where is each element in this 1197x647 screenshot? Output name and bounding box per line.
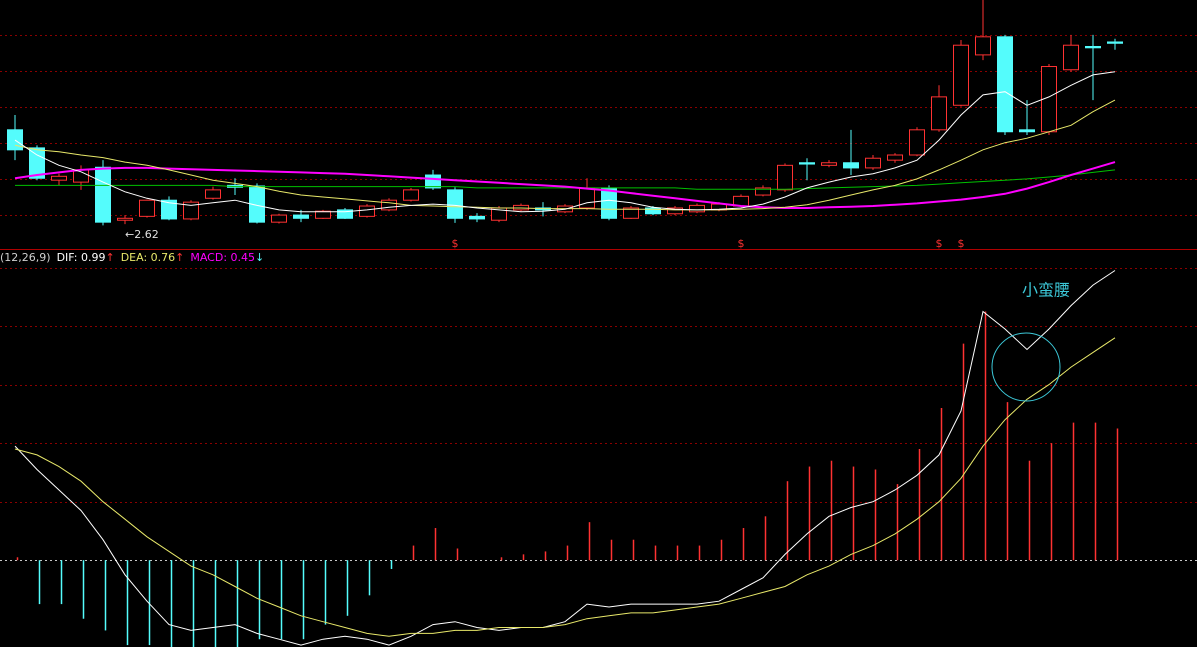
candle-body bbox=[953, 44, 969, 106]
macd-line bbox=[14, 337, 1116, 637]
moving-average-line bbox=[14, 71, 1116, 213]
candle-body bbox=[1063, 44, 1079, 71]
candle-body bbox=[95, 166, 111, 223]
candle-body bbox=[623, 207, 639, 219]
moving-average-line bbox=[15, 169, 1116, 190]
moving-average-line bbox=[14, 161, 1116, 209]
macd-params: (12,26,9) bbox=[0, 251, 51, 264]
signal-label: $ bbox=[452, 237, 459, 250]
candle-body bbox=[7, 129, 23, 151]
candle-body bbox=[601, 187, 617, 219]
signal-label: $ bbox=[936, 237, 943, 250]
candle-body bbox=[403, 189, 419, 201]
candle-body bbox=[381, 199, 397, 211]
legend-arrow: ↓ bbox=[255, 251, 264, 264]
candle-body bbox=[975, 36, 991, 56]
candle-body bbox=[1107, 41, 1123, 44]
candle-body bbox=[645, 207, 661, 215]
macd-header: (12,26,9) DIF: 0.99↑ DEA: 0.76↑ MACD: 0.45↓ bbox=[0, 251, 264, 264]
candle-body bbox=[909, 129, 925, 156]
low-label: ←2.62 bbox=[125, 228, 159, 241]
candle-body bbox=[183, 201, 199, 220]
candle-body bbox=[293, 214, 309, 219]
candle-body bbox=[1085, 46, 1101, 49]
candle-body bbox=[469, 215, 485, 220]
highlight-circle bbox=[991, 332, 1061, 402]
candle-body bbox=[799, 162, 815, 165]
candle-body bbox=[843, 162, 859, 169]
candle-body bbox=[161, 199, 177, 220]
candle-body bbox=[821, 162, 837, 166]
candle-body bbox=[777, 164, 793, 191]
candle-body bbox=[425, 174, 441, 189]
candle-body bbox=[667, 207, 683, 215]
candle-body bbox=[315, 210, 331, 219]
candle-body bbox=[447, 189, 463, 219]
candle-body bbox=[931, 96, 947, 131]
candle-body bbox=[865, 157, 881, 169]
legend-arrow: ↑ bbox=[175, 251, 184, 264]
candle-body bbox=[755, 187, 771, 196]
candle-body bbox=[997, 36, 1013, 133]
candle-body bbox=[29, 147, 45, 179]
candle-body bbox=[359, 205, 375, 217]
candle-body bbox=[579, 187, 595, 209]
candle-body bbox=[117, 217, 133, 221]
candle-body bbox=[51, 175, 67, 181]
candle-body bbox=[205, 189, 221, 199]
legend-arrow: ↑ bbox=[105, 251, 114, 264]
moving-average-line bbox=[14, 99, 1116, 211]
macd-line bbox=[14, 270, 1116, 646]
signal-label: $ bbox=[738, 237, 745, 250]
annotation: 小蛮腰 bbox=[1022, 281, 1070, 300]
candle-body bbox=[689, 204, 705, 213]
candle-body bbox=[139, 199, 155, 217]
legend-entry: DEA: 0.76 bbox=[121, 251, 175, 264]
candle-body bbox=[271, 214, 287, 223]
signal-label: $ bbox=[958, 237, 965, 250]
legend-entry: DIF: 0.99 bbox=[57, 251, 106, 264]
candle-body bbox=[887, 154, 903, 161]
legend-entry: MACD: 0.45 bbox=[190, 251, 255, 264]
candle-body bbox=[1019, 129, 1035, 133]
candle-body bbox=[337, 209, 353, 219]
